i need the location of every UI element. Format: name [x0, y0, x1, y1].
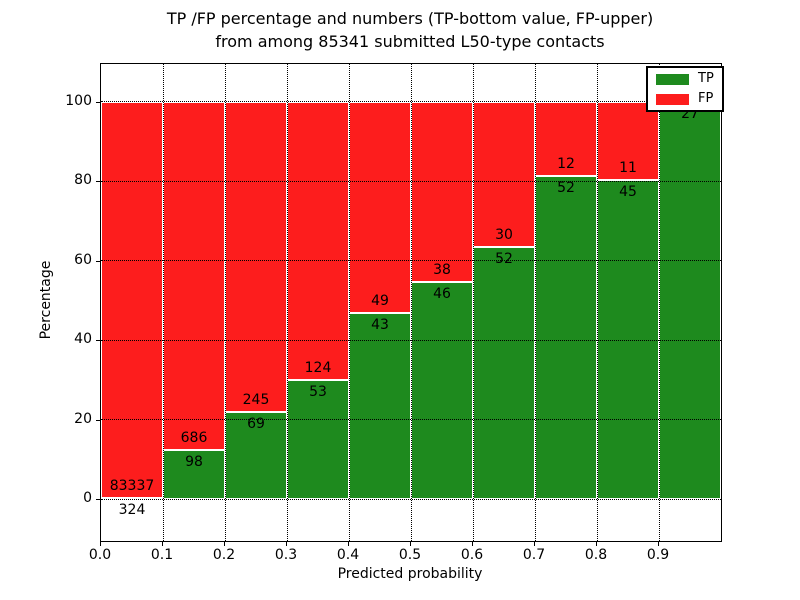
fp-count-label: 38	[433, 261, 451, 278]
tp-count-label: 43	[371, 317, 389, 334]
x-tick-mark	[472, 542, 473, 546]
bar-segment-tp	[349, 313, 411, 500]
fp-count-label: 30	[495, 227, 513, 244]
y-tick-label: 40	[74, 331, 92, 348]
bar-segment-tp	[225, 411, 287, 500]
x-tick-label: 0.1	[150, 547, 174, 563]
bar-segment-fp	[597, 101, 659, 180]
x-gridline	[410, 64, 412, 541]
tp-count-label: 52	[557, 180, 575, 197]
y-gridline	[101, 419, 721, 421]
fp-count-label: 124	[304, 360, 332, 377]
x-gridline	[286, 64, 288, 541]
x-tick-label: 0.5	[398, 547, 422, 563]
y-gridline	[101, 180, 721, 182]
x-tick-label: 0.8	[584, 547, 608, 563]
bar-segment-tp	[535, 176, 597, 500]
bar-segment-fp	[225, 101, 287, 412]
chart-title: TP /FP percentage and numbers (TP-bottom…	[95, 7, 725, 53]
legend-item-label: TP	[698, 71, 714, 86]
y-tick-label: 80	[74, 172, 92, 189]
x-tick-mark	[410, 542, 411, 546]
plot-area: 324 83337 98 686 69 245 53 124 43 49 46 38 52 30 52 12 4…	[100, 63, 722, 542]
tp-count-label: 69	[247, 415, 265, 432]
x-gridline	[162, 64, 164, 541]
y-tick-mark	[96, 499, 100, 501]
fp-count-label: 49	[371, 293, 389, 310]
bar-segment-fp	[101, 101, 163, 498]
fp-count-label: 11	[619, 159, 637, 176]
chart-title-line1: TP /FP percentage and numbers (TP-bottom…	[166, 9, 654, 28]
x-gridline	[658, 64, 660, 541]
bar-segment-tp	[473, 247, 535, 500]
y-tick-label: 0	[83, 490, 92, 507]
bar-segment-fp	[535, 101, 597, 177]
bar-segment-fp	[287, 101, 349, 381]
y-gridline	[101, 101, 721, 103]
x-gridline	[596, 64, 598, 541]
bar-segment-tp	[411, 281, 473, 500]
x-tick-mark	[286, 542, 287, 546]
legend-item: FP	[656, 92, 714, 106]
fp-count-label: 245	[242, 391, 270, 408]
y-tick-label: 20	[74, 410, 92, 427]
legend-item: TP	[656, 72, 714, 86]
fp-count-label: 12	[557, 156, 575, 173]
y-gridline	[101, 339, 721, 341]
legend-item-label: FP	[698, 91, 714, 106]
fp-count-label: 83337	[109, 477, 155, 494]
x-gridline	[472, 64, 474, 541]
legend-swatch-tp-icon	[656, 73, 689, 85]
x-axis-label: Predicted probability	[337, 566, 483, 582]
x-tick-mark	[162, 542, 163, 546]
x-tick-mark	[658, 542, 659, 546]
x-gridline	[224, 64, 226, 541]
bar-segment-tp	[659, 101, 721, 500]
bar-segment-fp	[411, 101, 473, 282]
x-tick-label: 0.3	[274, 547, 298, 563]
y-tick-label: 60	[74, 251, 92, 268]
x-tick-mark	[100, 542, 101, 546]
legend: TP FP	[646, 66, 724, 112]
x-gridline	[348, 64, 350, 541]
tp-count-label: 53	[309, 384, 327, 401]
x-tick-label: 0.0	[88, 547, 112, 563]
y-gridline	[101, 260, 721, 262]
bar-segment-fp	[349, 101, 411, 314]
y-tick-mark	[96, 419, 100, 421]
y-gridline	[101, 498, 721, 500]
fp-count-label: 686	[180, 429, 208, 446]
x-tick-mark	[224, 542, 225, 546]
y-tick-mark	[96, 181, 100, 183]
x-tick-label: 0.9	[646, 547, 670, 563]
x-tick-label: 0.6	[460, 547, 484, 563]
x-tick-mark	[348, 542, 349, 546]
y-tick-mark	[96, 101, 100, 103]
x-tick-label: 0.7	[522, 547, 546, 563]
x-tick-label: 0.2	[212, 547, 236, 563]
x-tick-mark	[534, 542, 535, 546]
x-tick-label: 0.4	[336, 547, 360, 563]
y-tick-label: 100	[65, 92, 92, 109]
y-axis-label: Percentage	[38, 260, 54, 340]
y-tick-mark	[96, 260, 100, 262]
tp-count-label: 324	[118, 501, 146, 518]
x-tick-mark	[596, 542, 597, 546]
tp-count-label: 52	[495, 251, 513, 268]
chart-title-line2: from among 85341 submitted L50-type cont…	[215, 32, 605, 51]
legend-swatch-fp-icon	[656, 93, 689, 105]
tp-count-label: 45	[619, 183, 637, 200]
x-gridline	[534, 64, 536, 541]
bar-segment-tp	[597, 179, 659, 500]
bar-segment-fp	[163, 101, 225, 450]
tp-count-label: 46	[433, 285, 451, 302]
y-tick-mark	[96, 340, 100, 342]
tp-count-label: 98	[185, 453, 203, 470]
